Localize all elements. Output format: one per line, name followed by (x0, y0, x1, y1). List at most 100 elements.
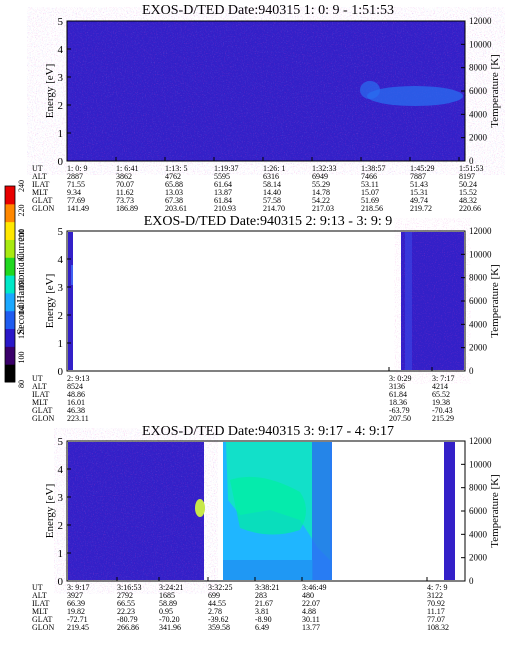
panel-3-row-label: MLT (32, 607, 48, 616)
panel-1-y-tick-label: 1 (58, 128, 64, 140)
panel-3-y-tick-label: 0 (58, 576, 64, 588)
panel-3-y2-label: Temperature [K] (489, 474, 501, 547)
panel-3-cell: 4.88 (302, 607, 316, 616)
panel-2-y2-tick-label: 6000 (469, 296, 488, 306)
panel-3-row-label: UT (32, 583, 43, 592)
colorbar-frame (4, 185, 16, 383)
colorbar-segment (5, 310, 15, 330)
panel-3-cell: 58.89 (159, 599, 177, 608)
colorbar-segment (5, 239, 15, 258)
panel-3-segment-1-speckle-blue (68, 442, 204, 580)
panel-3-cell: 21.67 (255, 599, 273, 608)
panel-1-y2-tick-label: 12000 (469, 16, 492, 26)
panel-1-cell: 218.56 (361, 204, 383, 213)
panel-2-cell: 2: 9:13 (67, 374, 89, 383)
panel-1-cell: 48.32 (459, 196, 477, 205)
panel-1-enhancement-spot (360, 81, 380, 99)
panel-1-row-label: MLT (32, 188, 48, 197)
panel-2-row-label: ILAT (32, 390, 49, 399)
panel-2-title: EXOS-D/TED Date:940315 2: 9:13 - 3: 9: 9 (144, 214, 392, 229)
panel-2-cell: 65.52 (432, 390, 450, 399)
panel-1-cell: 8197 (459, 172, 475, 181)
panel-3-y-tick-label: 5 (58, 436, 64, 448)
colorbar-segment (5, 203, 15, 223)
panel-3-cell: 19.82 (67, 607, 85, 616)
panel-2-cell: 3: 7:17 (432, 374, 454, 383)
panel-3-y2-tick-label: 10000 (469, 459, 492, 469)
panel-1: EXOS-D/TED Date:940315 1: 0: 9 - 1:51:53… (32, 3, 501, 213)
panel-1-cell: 58.14 (263, 180, 281, 189)
colorbar-tick-label: 80 (17, 380, 26, 388)
panel-2-row-label: UT (32, 374, 43, 383)
panel-1-cell: 15.31 (410, 188, 428, 197)
panel-1-cell: 1:51:53 (459, 164, 483, 173)
panel-3-y2-tick-label: 12000 (469, 436, 492, 446)
panel-2-y2-tick-label: 10000 (469, 249, 492, 259)
panel-3-cell: 3927 (67, 591, 83, 600)
panel-1-cell: 13.03 (165, 188, 183, 197)
colorbar-tick-label: 180 (17, 254, 26, 266)
panel-1-cell: 186.89 (116, 204, 138, 213)
panel-3-cell: -70.20 (159, 615, 180, 624)
panel-2-y2-tick-label: 4000 (469, 319, 488, 329)
panel-1-cell: 51.69 (361, 196, 379, 205)
panel-1-cell: 53.11 (361, 180, 379, 189)
panel-1-cell: 11.62 (116, 188, 134, 197)
panel-3-y2-tick-label: 0 (469, 576, 474, 586)
colorbar-segment (5, 275, 15, 294)
panel-1-cell: 49.74 (410, 196, 428, 205)
panel-3-cell: 699 (208, 591, 220, 600)
colorbar-segment (5, 257, 15, 276)
panel-2-background (67, 231, 465, 371)
panel-3-cell: 2.78 (208, 607, 222, 616)
panel-1-y2-tick-label: 2000 (469, 133, 488, 143)
panel-2-y-tick-label: 2 (58, 310, 64, 322)
panel-2-y2-tick-label: 0 (469, 366, 474, 376)
panel-3-segment-3 (444, 442, 455, 580)
panel-3-cell: -8.90 (255, 615, 272, 624)
panel-3: EXOS-D/TED Date:940315 3: 9:17 - 4: 9:17… (32, 424, 501, 632)
panel-3-cell: 22.07 (302, 599, 320, 608)
colorbar-segment (5, 364, 15, 383)
panel-1-row-label: UT (32, 164, 43, 173)
panel-2-y-tick-label: 0 (58, 366, 64, 378)
panel-2-row-label: ALT (32, 382, 47, 391)
panel-3-cell: 3: 9:17 (67, 583, 89, 592)
panel-2-cell: 18.36 (389, 398, 407, 407)
panel-3-row-label: ALT (32, 591, 47, 600)
panel-3-cell: 13.77 (302, 623, 320, 632)
panel-2-cell: 48.86 (67, 390, 85, 399)
panel-1-row-label: GLON (32, 204, 54, 213)
panel-3-cell: 3:46:49 (302, 583, 326, 592)
panel-3-cell: 70.92 (427, 599, 445, 608)
panel-3-segment-2-peak (230, 476, 306, 535)
panel-3-y-tick-label: 1 (58, 548, 64, 560)
panel-1-cell: 1:26: 1 (263, 164, 285, 173)
panel-1-y2-tick-label: 8000 (469, 63, 488, 73)
panel-1-cell: 3862 (116, 172, 132, 181)
panel-3-cell: 66.55 (117, 599, 135, 608)
panel-1-title: EXOS-D/TED Date:940315 1: 0: 9 - 1:51:53 (142, 3, 394, 18)
colorbar-tick-label: 240 (17, 180, 26, 192)
panel-1-cell: 141.49 (67, 204, 89, 213)
panel-1-cell: 14.78 (312, 188, 330, 197)
panel-2-y2-tick-label: 12000 (469, 226, 492, 236)
panel-2-cell: 8524 (67, 382, 83, 391)
panel-2-row-label: MLT (32, 398, 48, 407)
panel-1-cell: 6949 (312, 172, 328, 181)
panel-1-orbit-table: UT 1: 0: 9 1: 6:41 1:13: 5 1:19:37 1:26: 1 1:3… (32, 164, 483, 213)
panel-1-y2-label: Temperature [K] (489, 54, 501, 127)
panel-2-cell: 19.38 (432, 398, 450, 407)
panel-3-y2-tick-label: 2000 (469, 553, 488, 563)
panel-1-cell: 71.55 (67, 180, 85, 189)
panel-3-y2-tick-label: 8000 (469, 483, 488, 493)
panel-1-spectrogram (66, 20, 466, 162)
panel-2-data-strip-end-feature (405, 232, 412, 370)
panel-1-y2-tick-label: 0 (469, 156, 474, 166)
panel-1-cell: 9.34 (67, 188, 81, 197)
panel-3-row-label: ILAT (32, 599, 49, 608)
panel-3-cell: 11.17 (427, 607, 445, 616)
panel-1-cell: 61.84 (214, 196, 232, 205)
panel-2-cell: 16.01 (67, 398, 85, 407)
panel-2-row-label: GLON (32, 414, 54, 423)
